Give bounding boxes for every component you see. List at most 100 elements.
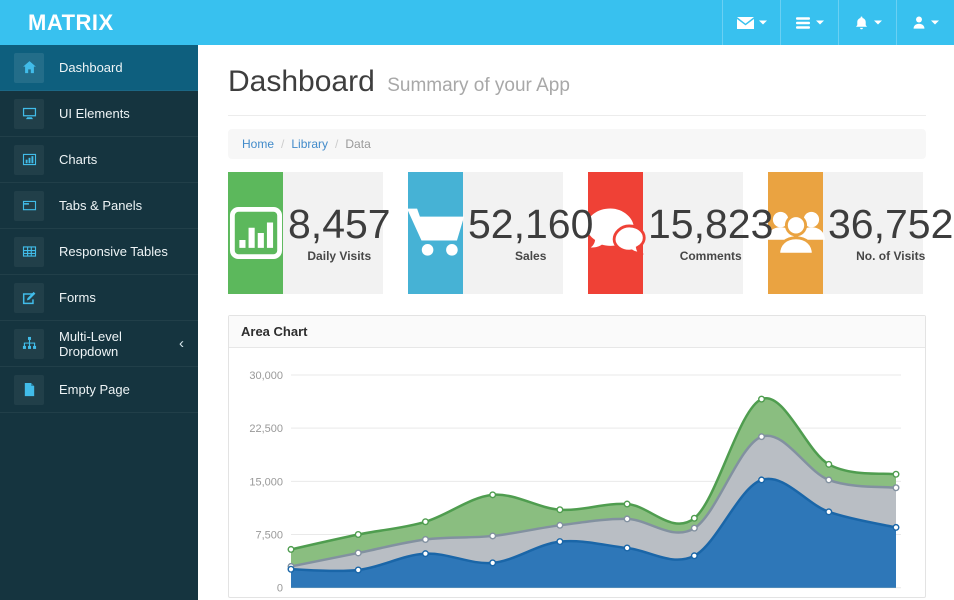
- data-point-gray[interactable]: [556, 521, 564, 529]
- data-point-gray[interactable]: [489, 532, 497, 540]
- stat-label: No. of Visits: [856, 248, 926, 263]
- data-point-blue[interactable]: [758, 476, 766, 484]
- sidebar-item-dashboard[interactable]: Dashboard: [0, 45, 198, 91]
- breadcrumb: Home / Library / Data: [228, 129, 926, 159]
- caret-down-icon: [816, 20, 824, 25]
- page-subtitle: Summary of your App: [387, 75, 570, 96]
- sidebar-item-label: Empty Page: [59, 382, 130, 397]
- data-point-green[interactable]: [690, 514, 698, 522]
- edit-icon: [14, 282, 44, 313]
- sidebar-item-multi-level-dropdown[interactable]: Multi-Level Dropdown ‹: [0, 321, 198, 367]
- data-point-green[interactable]: [421, 518, 429, 526]
- y-axis-tick-label: 15,000: [249, 476, 283, 488]
- sidebar-item-tabs-panels[interactable]: Tabs & Panels: [0, 183, 198, 229]
- stat-value: 8,457: [288, 200, 391, 247]
- comments-icon: [586, 172, 646, 294]
- data-point-blue[interactable]: [556, 538, 564, 546]
- data-point-blue[interactable]: [287, 565, 295, 573]
- cart-icon: [406, 172, 464, 294]
- stat-card-daily-visits: 8,457 Daily Visits: [228, 172, 391, 294]
- data-point-blue[interactable]: [354, 566, 362, 574]
- breadcrumb-separator: /: [335, 137, 339, 151]
- data-point-gray[interactable]: [892, 484, 900, 492]
- breadcrumb-home[interactable]: Home: [242, 137, 275, 151]
- sidebar-item-label: Forms: [59, 290, 96, 305]
- sidebar-item-charts[interactable]: Charts: [0, 137, 198, 183]
- data-point-green[interactable]: [892, 470, 900, 478]
- envelope-icon: [736, 16, 754, 30]
- data-point-green[interactable]: [556, 506, 564, 514]
- y-axis-tick-label: 7,500: [255, 530, 283, 542]
- main-content: Dashboard Summary of your App Home / Libra…: [198, 45, 954, 598]
- data-point-green[interactable]: [489, 491, 497, 499]
- list-icon: [795, 16, 811, 30]
- breadcrumb-data: Data: [345, 137, 371, 151]
- bell-icon: [854, 15, 869, 31]
- data-point-gray[interactable]: [690, 524, 698, 532]
- topbar-menu-user[interactable]: [896, 0, 954, 45]
- area-series-blue: [291, 478, 896, 588]
- area-chart[interactable]: 30,000 22,500 15,000 7,500 0: [229, 348, 925, 597]
- stat-body: 52,160 Sales: [463, 172, 593, 294]
- stat-value: 15,823: [648, 200, 774, 247]
- data-point-blue[interactable]: [825, 508, 833, 516]
- y-axis-tick-label: 0: [277, 583, 283, 595]
- data-point-gray[interactable]: [421, 535, 429, 543]
- caret-down-icon: [873, 20, 882, 25]
- sidebar-item-responsive-tables[interactable]: Responsive Tables: [0, 229, 198, 275]
- bar-chart-icon: [14, 144, 44, 175]
- stat-label: Sales: [515, 248, 547, 263]
- sidebar-item-label: Multi-Level Dropdown: [59, 328, 122, 359]
- line-series-gray: [290, 434, 897, 568]
- brand-logo[interactable]: MATRIX: [28, 9, 114, 35]
- data-point-green[interactable]: [287, 545, 295, 553]
- data-point-green[interactable]: [758, 395, 766, 403]
- stat-body: 15,823 Comments: [643, 172, 773, 294]
- data-point-blue[interactable]: [892, 523, 900, 531]
- data-point-green[interactable]: [825, 460, 833, 468]
- user-icon: [912, 15, 926, 30]
- breadcrumb-library[interactable]: Library: [291, 137, 329, 151]
- data-point-blue[interactable]: [690, 552, 698, 560]
- table-icon: [14, 236, 44, 267]
- y-axis-tick-label: 22,500: [249, 423, 283, 435]
- stat-body: 36,752 No. of Visits: [823, 172, 953, 294]
- line-series-blue: [290, 477, 897, 573]
- topbar-menu-list[interactable]: [780, 0, 838, 45]
- sidebar-item-label: Tabs & Panels: [59, 198, 143, 213]
- stat-card-no-of-visits: 36,752 No. of Visits: [766, 172, 953, 294]
- sidebar-item-label: Dashboard: [59, 60, 123, 75]
- desktop-icon: [14, 98, 44, 129]
- data-point-blue[interactable]: [421, 550, 429, 558]
- panel-title: Area Chart: [229, 316, 925, 348]
- topbar-menu-envelope[interactable]: [722, 0, 780, 45]
- top-navbar: MATRIX: [0, 0, 954, 45]
- tabs-icon: [14, 190, 44, 221]
- topbar-menus: [722, 0, 954, 45]
- home-icon: [14, 52, 44, 83]
- data-point-blue[interactable]: [623, 544, 631, 552]
- data-point-gray[interactable]: [354, 549, 362, 557]
- data-point-green[interactable]: [623, 500, 631, 508]
- sidebar-item-forms[interactable]: Forms: [0, 275, 198, 321]
- stats-icon: [228, 172, 283, 294]
- page-title: Dashboard: [228, 65, 375, 98]
- data-point-gray[interactable]: [758, 433, 766, 441]
- sidebar-item-ui-elements[interactable]: UI Elements: [0, 91, 198, 137]
- stat-cards-row: 8,457 Daily Visits 52,160 Sales 15,823 Commen…: [228, 172, 953, 294]
- topbar-menu-bell[interactable]: [838, 0, 896, 45]
- data-point-gray[interactable]: [623, 515, 631, 523]
- y-axis-tick-label: 30,000: [249, 370, 283, 382]
- breadcrumb-separator: /: [281, 137, 285, 151]
- stat-card-sales: 52,160 Sales: [406, 172, 593, 294]
- sidebar: Dashboard UI Elements Charts Tabs & Panels R…: [0, 45, 198, 600]
- users-icon: [766, 172, 825, 294]
- sidebar-item-empty-page[interactable]: Empty Page: [0, 367, 198, 413]
- area-chart-panel: Area Chart 30,000 22,500 15,000 7,500 0: [228, 315, 926, 598]
- sidebar-item-label: Responsive Tables: [59, 244, 168, 259]
- data-point-blue[interactable]: [489, 559, 497, 567]
- data-point-green[interactable]: [354, 531, 362, 539]
- page-header: Dashboard Summary of your App: [228, 65, 926, 116]
- caret-down-icon: [758, 20, 767, 25]
- data-point-gray[interactable]: [825, 476, 833, 484]
